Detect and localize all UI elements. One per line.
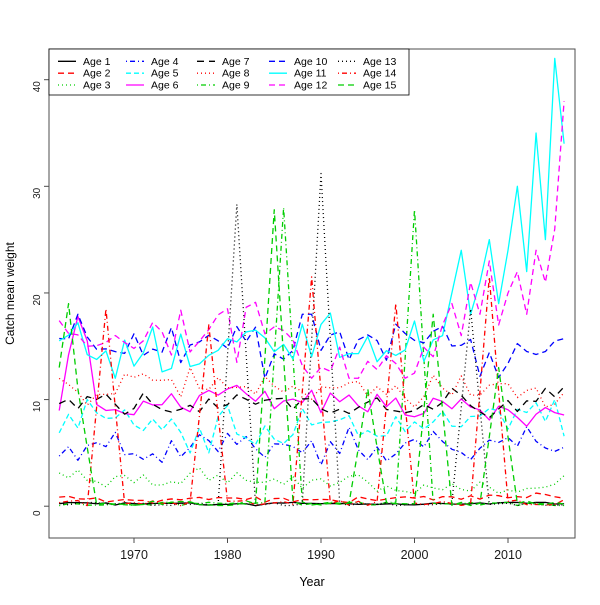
svg-text:1970: 1970 — [120, 548, 148, 562]
svg-text:20: 20 — [32, 294, 43, 306]
svg-text:Age 13: Age 13 — [363, 56, 396, 68]
svg-text:2010: 2010 — [494, 548, 522, 562]
svg-text:Age 4: Age 4 — [151, 56, 179, 68]
svg-text:Age 6: Age 6 — [151, 80, 179, 92]
svg-text:Age 12: Age 12 — [294, 80, 327, 92]
svg-text:Year: Year — [299, 575, 324, 589]
svg-text:Age 3: Age 3 — [83, 80, 111, 92]
svg-text:Age 7: Age 7 — [222, 56, 250, 68]
svg-text:Age 5: Age 5 — [151, 68, 179, 80]
svg-text:Age 2: Age 2 — [83, 68, 111, 80]
svg-text:Age 10: Age 10 — [294, 56, 327, 68]
svg-text:0: 0 — [32, 510, 43, 516]
svg-text:Age 9: Age 9 — [222, 80, 250, 92]
svg-text:10: 10 — [32, 401, 43, 413]
svg-text:Age 14: Age 14 — [363, 68, 396, 80]
svg-text:2000: 2000 — [401, 548, 429, 562]
svg-text:30: 30 — [32, 187, 43, 199]
svg-text:1990: 1990 — [307, 548, 335, 562]
svg-text:Catch mean weight: Catch mean weight — [3, 241, 17, 344]
svg-text:Age 8: Age 8 — [222, 68, 250, 80]
svg-text:Age 11: Age 11 — [294, 68, 327, 80]
svg-text:1980: 1980 — [214, 548, 242, 562]
svg-text:Age 1: Age 1 — [83, 56, 111, 68]
svg-text:Age 15: Age 15 — [363, 80, 396, 92]
svg-text:40: 40 — [32, 81, 43, 93]
